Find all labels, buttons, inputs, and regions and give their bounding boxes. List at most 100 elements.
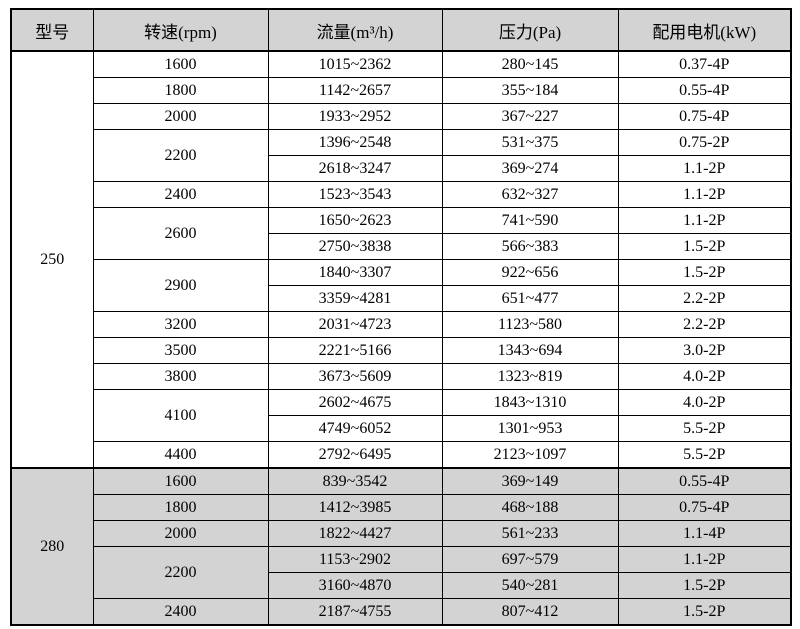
table-row: 2400 1523~3543 632~327 1.1-2P: [11, 181, 792, 208]
pressure-cell: 1323~819: [441, 363, 619, 390]
table-row: 1800 1142~2657 355~184 0.55-4P: [11, 77, 792, 104]
table-row: 3500 2221~5166 1343~694 3.0-2P: [11, 337, 792, 364]
pressure-cell: 280~145: [441, 50, 619, 78]
speed-cell: 2000: [92, 520, 269, 547]
flow-cell: 2187~4755: [267, 598, 443, 626]
pressure-cell: 540~281: [441, 572, 619, 599]
header-model: 型号: [10, 8, 94, 52]
speed-cell: 3800: [92, 363, 269, 390]
header-flow: 流量(m³/h): [267, 8, 443, 52]
speed-cell: 1600: [92, 467, 269, 495]
pressure-cell: 1301~953: [441, 415, 619, 442]
flow-cell: 1840~3307: [267, 259, 443, 286]
flow-cell: 1523~3543: [267, 181, 443, 208]
flow-cell: 1396~2548: [267, 129, 443, 156]
pressure-cell: 651~477: [441, 285, 619, 312]
spec-table-body: 250 1600 1015~2362 280~145 0.37-4P 1800 1142~2…: [10, 50, 792, 626]
table-row: 280 1600 839~3542 369~149 0.55-4P: [10, 467, 792, 626]
speed-cell: 2200: [92, 546, 269, 599]
speed-cell: 3500: [92, 337, 269, 364]
pressure-cell: 922~656: [441, 259, 619, 286]
flow-cell: 1153~2902: [267, 546, 443, 573]
flow-cell: 2750~3838: [267, 233, 443, 260]
pressure-cell: 1843~1310: [441, 389, 619, 416]
motor-cell: 0.55-4P: [617, 467, 792, 495]
table-row: 4100 2602~4675 1843~1310 4.0-2P: [11, 389, 792, 442]
speed-cell: 2600: [92, 207, 269, 260]
motor-cell: 4.0-2P: [617, 363, 792, 390]
pressure-cell: 697~579: [441, 546, 619, 573]
spec-table: 型号 转速(rpm) 流量(m³/h) 压力(Pa) 配用电机(kW) 250 1…: [10, 8, 792, 626]
pressure-cell: 468~188: [441, 494, 619, 521]
speed-cell: 2400: [92, 598, 269, 626]
motor-cell: 1.5-2P: [617, 233, 792, 260]
flow-cell: 3359~4281: [267, 285, 443, 312]
table-row: 4400 2792~6495 2123~1097 5.5-2P: [11, 441, 792, 469]
speed-cell: 2900: [92, 259, 269, 312]
motor-cell: 1.1-2P: [617, 207, 792, 234]
header-row: 型号 转速(rpm) 流量(m³/h) 压力(Pa) 配用电机(kW): [10, 8, 792, 52]
model-cell: 280: [10, 467, 94, 626]
table-row: 250 1600 1015~2362 280~145 0.37-4P: [10, 50, 792, 469]
motor-cell: 0.75-4P: [617, 494, 792, 521]
flow-cell: 839~3542: [267, 467, 443, 495]
pressure-cell: 566~383: [441, 233, 619, 260]
flow-cell: 3160~4870: [267, 572, 443, 599]
flow-cell: 2792~6495: [267, 441, 443, 469]
speed-cell: 4400: [92, 441, 269, 469]
speed-cell: 1800: [92, 77, 269, 104]
pressure-cell: 367~227: [441, 103, 619, 130]
pressure-cell: 355~184: [441, 77, 619, 104]
motor-cell: 1.5-2P: [617, 259, 792, 286]
table-row: 2618~3247 369~274 1.1-2P: [11, 155, 792, 182]
motor-cell: 5.5-2P: [617, 441, 792, 469]
motor-cell: 0.37-4P: [617, 50, 792, 78]
flow-cell: 1650~2623: [267, 207, 443, 234]
table-row: 2400 2187~4755 807~412 1.5-2P: [11, 598, 792, 626]
table-row: 2900 1840~3307 922~656 1.5-2P: [11, 259, 792, 312]
flow-cell: 1933~2952: [267, 103, 443, 130]
pressure-cell: 2123~1097: [441, 441, 619, 469]
speed-cell: 1800: [92, 494, 269, 521]
table-row: 2750~3838 566~383 1.5-2P: [11, 233, 792, 260]
table-row: 3359~4281 651~477 2.2-2P: [11, 285, 792, 312]
pressure-cell: 369~149: [441, 467, 619, 495]
flow-cell: 1142~2657: [267, 77, 443, 104]
table-row: 3160~4870 540~281 1.5-2P: [11, 572, 792, 599]
motor-cell: 1.1-2P: [617, 546, 792, 573]
pressure-cell: 561~233: [441, 520, 619, 547]
motor-cell: 0.75-4P: [617, 103, 792, 130]
header-speed: 转速(rpm): [92, 8, 269, 52]
speed-cell: 2400: [92, 181, 269, 208]
flow-cell: 1822~4427: [267, 520, 443, 547]
flow-cell: 2602~4675: [267, 389, 443, 416]
header-pressure: 压力(Pa): [441, 8, 619, 52]
motor-cell: 0.55-4P: [617, 77, 792, 104]
pressure-cell: 531~375: [441, 129, 619, 156]
flow-cell: 3673~5609: [267, 363, 443, 390]
flow-cell: 2618~3247: [267, 155, 443, 182]
motor-cell: 1.1-4P: [617, 520, 792, 547]
table-row: 1800 1412~3985 468~188 0.75-4P: [11, 494, 792, 521]
table-row: 3200 2031~4723 1123~580 2.2-2P: [11, 311, 792, 338]
speed-cell: 3200: [92, 311, 269, 338]
motor-cell: 1.5-2P: [617, 598, 792, 626]
flow-cell: 2221~5166: [267, 337, 443, 364]
table-row: 4749~6052 1301~953 5.5-2P: [11, 415, 792, 442]
speed-cell: 2000: [92, 103, 269, 130]
pressure-cell: 369~274: [441, 155, 619, 182]
header-motor: 配用电机(kW): [617, 8, 792, 52]
table-row: 3800 3673~5609 1323~819 4.0-2P: [11, 363, 792, 390]
motor-cell: 2.2-2P: [617, 285, 792, 312]
pressure-cell: 807~412: [441, 598, 619, 626]
table-row: 2000 1822~4427 561~233 1.1-4P: [11, 520, 792, 547]
motor-cell: 1.1-2P: [617, 181, 792, 208]
flow-cell: 4749~6052: [267, 415, 443, 442]
table-row: 2200 1396~2548 531~375 0.75-2P: [11, 129, 792, 182]
motor-cell: 0.75-2P: [617, 129, 792, 156]
flow-cell: 1015~2362: [267, 50, 443, 78]
motor-cell: 5.5-2P: [617, 415, 792, 442]
pressure-cell: 632~327: [441, 181, 619, 208]
motor-cell: 3.0-2P: [617, 337, 792, 364]
